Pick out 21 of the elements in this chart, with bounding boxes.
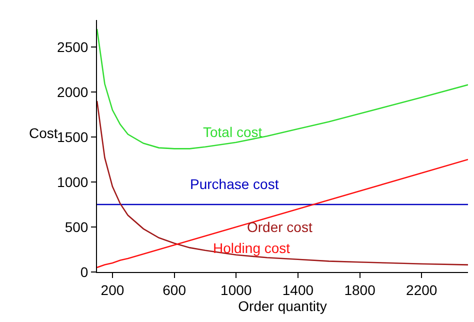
x-tick-label: 1800 bbox=[344, 282, 376, 298]
x-tick-label: 600 bbox=[162, 282, 186, 298]
x-tick-label: 200 bbox=[100, 282, 124, 298]
x-tick-label: 2200 bbox=[406, 282, 438, 298]
line-series bbox=[97, 100, 468, 266]
x-tick-label: 1000 bbox=[220, 282, 252, 298]
line-series bbox=[97, 28, 468, 150]
y-axis-title: Cost bbox=[29, 125, 58, 141]
series-label: Total cost bbox=[203, 124, 262, 140]
series-label: Holding cost bbox=[213, 240, 290, 256]
x-tick-label: 1400 bbox=[282, 282, 314, 298]
y-tick-label: 1500 bbox=[57, 128, 88, 145]
y-tick-label: 0 bbox=[80, 264, 88, 280]
line-series bbox=[97, 158, 468, 268]
y-tick-label: 2500 bbox=[57, 38, 88, 55]
series-label: Purchase cost bbox=[190, 176, 279, 192]
y-tick-label: 2000 bbox=[57, 84, 88, 100]
series-label: Order cost bbox=[247, 219, 312, 235]
x-axis-title: Order quantity bbox=[238, 298, 327, 314]
y-tick-label: 1000 bbox=[57, 174, 88, 190]
y-tick-label: 500 bbox=[64, 218, 88, 235]
